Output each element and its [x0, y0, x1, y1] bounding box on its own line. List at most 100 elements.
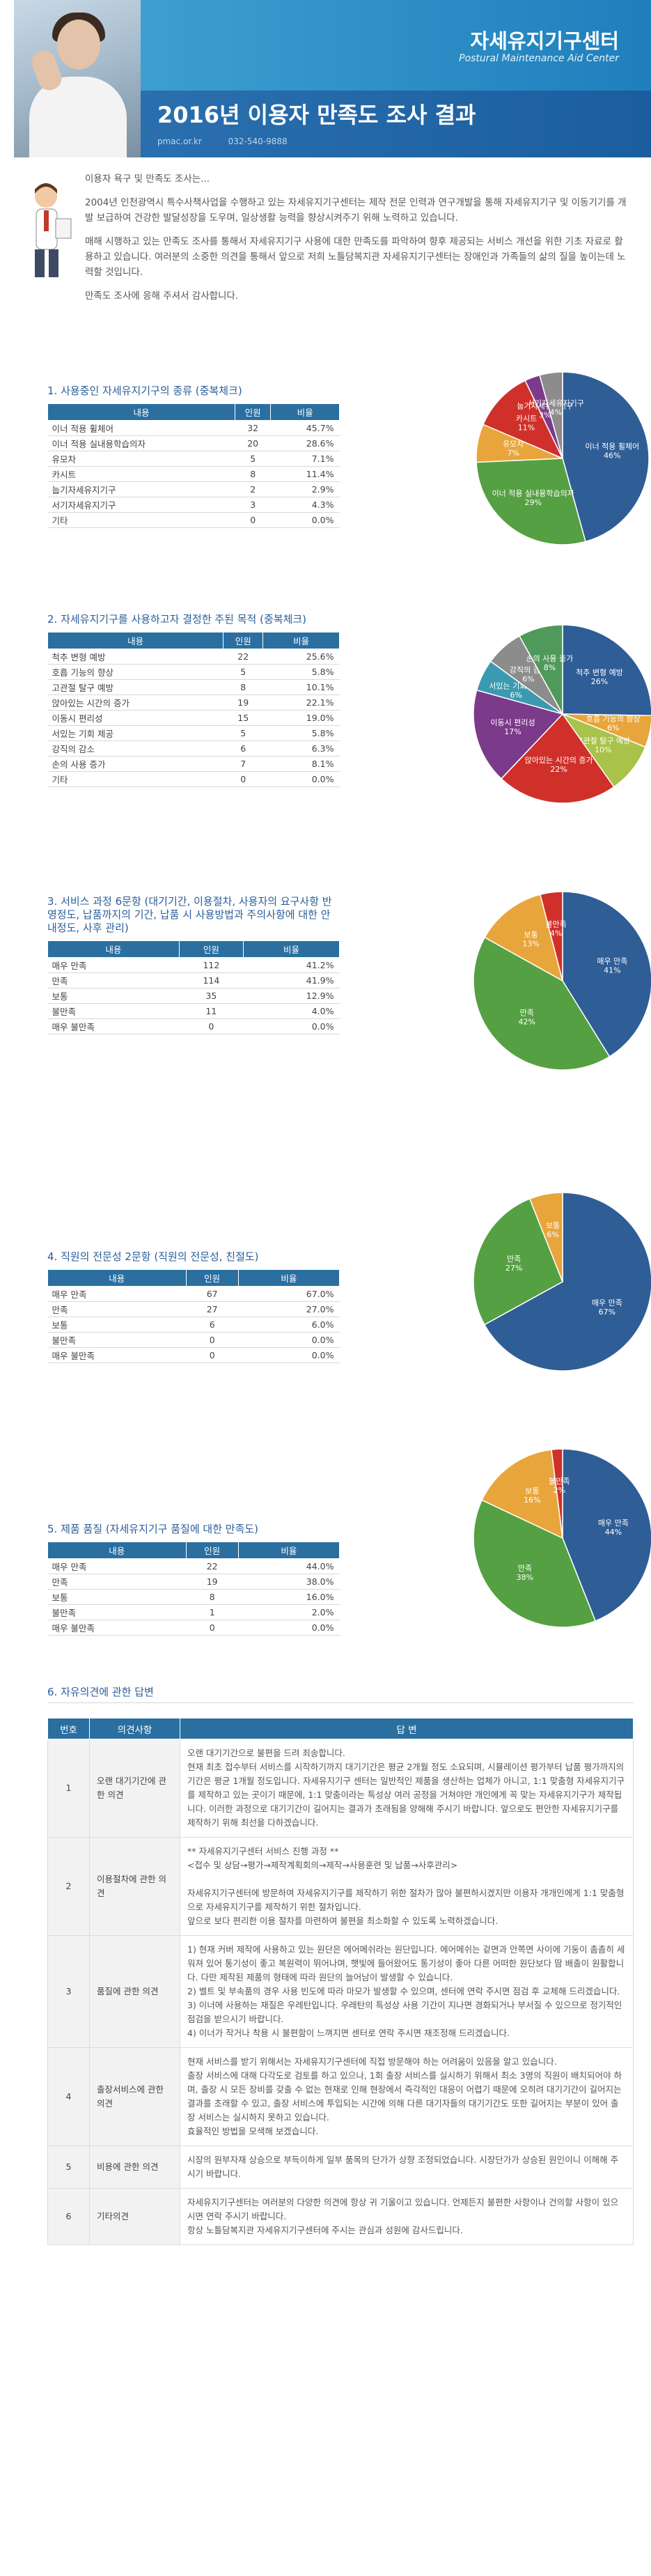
pie-slice — [500, 713, 615, 804]
row-percent: 0.0% — [270, 512, 340, 528]
table-row: 만족 114 41.9% — [47, 972, 340, 988]
table-row: 5 비용에 관한 의견 시장의 원부자재 상승으로 부득이하게 일부 품목의 단가가… — [47, 2146, 634, 2189]
header-photo — [14, 0, 141, 157]
section-title: 2. 자세유지기구를 사용하고자 결정한 주된 목적 (중복체크) — [47, 613, 307, 626]
column-header: 인원 — [178, 940, 244, 958]
table-row: 보통 8 16.0% — [47, 1589, 340, 1605]
row-percent: 6.0% — [238, 1317, 340, 1333]
row-label: 고관절 탈구 예방 — [47, 679, 223, 695]
contact-line: pmac.or.kr 032-540-9888 — [157, 137, 288, 146]
table-row: 고관절 탈구 예방 8 10.1% — [47, 679, 340, 695]
pie-label: 손의 사용 증가 8% — [526, 654, 574, 672]
row-percent: 6.3% — [262, 740, 340, 756]
row-label: 호흡 기능의 향상 — [47, 664, 223, 680]
row-label: 보통 — [47, 988, 180, 1004]
section-title: 1. 사용중인 자세유지기구의 종류 (중복체크) — [47, 385, 242, 397]
survey-table: 내용 인원 비율 이너 적용 휠체어 32 45.7% 이너 적용 실내용학습의자 20 28.… — [47, 403, 340, 528]
pie-slice — [562, 891, 651, 1057]
pie-label: 매우 만족 67% — [592, 1298, 622, 1317]
table-row: 매우 불만족 0 0.0% — [47, 1347, 340, 1363]
row-percent: 2.9% — [270, 481, 340, 497]
row-percent: 4.0% — [243, 1003, 340, 1019]
table-row: 매우 만족 22 44.0% — [47, 1558, 340, 1574]
row-percent: 11.4% — [270, 466, 340, 482]
pie-chart: 매우 만족 41% 만족 42% 보통 13% 불만족 4% — [473, 891, 651, 1071]
row-percent: 16.0% — [238, 1589, 340, 1605]
pie-label: 매우 만족 44% — [598, 1519, 629, 1537]
row-count: 0 — [179, 1018, 244, 1034]
row-count: 27 — [186, 1301, 239, 1317]
column-header: 비율 — [270, 403, 340, 421]
pie-label: 보통 6% — [546, 1221, 560, 1239]
table-row: 불만족 1 2.0% — [47, 1604, 340, 1620]
row-label: 눕기자세유지기구 — [47, 481, 235, 497]
opinion-category: 기타의견 — [89, 2188, 180, 2245]
opinion-answer: 오랜 대기기간으로 불편을 드려 죄송합니다. 현재 최초 접수부터 서비스를 … — [180, 1739, 634, 1838]
table-row: 보통 6 6.0% — [47, 1317, 340, 1333]
row-count: 15 — [223, 710, 263, 726]
row-number: 6 — [47, 2188, 90, 2245]
row-percent: 22.1% — [262, 695, 340, 711]
pie-slice — [483, 1192, 651, 1372]
row-count: 1 — [186, 1604, 239, 1620]
row-count: 35 — [179, 988, 244, 1004]
column-header: 내용 — [47, 1269, 187, 1287]
table-row: 유모차 5 7.1% — [47, 451, 340, 467]
row-percent: 0.0% — [238, 1332, 340, 1348]
pie-label: 만족 38% — [517, 1564, 533, 1582]
row-label: 이동시 편리성 — [47, 710, 223, 726]
row-count: 114 — [179, 972, 244, 988]
table-header-row: 내용 인원 비율 — [47, 1542, 340, 1559]
divider — [47, 1702, 634, 1703]
row-number: 5 — [47, 2146, 90, 2189]
pie-chart: 척추 변형 예방 26% 호흡 기능의 향상 6% 고관절 탈구 예방 10% 앉아있는 시… — [473, 624, 651, 804]
pie-slice — [562, 1448, 651, 1622]
row-percent: 41.2% — [243, 957, 340, 973]
row-count: 0 — [186, 1620, 239, 1636]
pie-label: 보통 16% — [524, 1487, 540, 1505]
column-header: 인원 — [223, 632, 264, 649]
row-label: 기타 — [47, 771, 223, 787]
pie-label: 앉아있는 시간의 증가 22% — [525, 756, 593, 774]
table-row: 이너 적용 휠체어 32 45.7% — [47, 420, 340, 436]
survey-table: 내용 인원 비율 매우 만족 22 44.0% 만족 19 38.0% 보통 8 16.0% 불만족 1 2… — [47, 1542, 340, 1636]
row-count: 22 — [186, 1558, 239, 1574]
column-header: 인원 — [185, 1542, 239, 1559]
pie-label: 호흡 기능의 향상 6% — [586, 714, 641, 733]
mascot-illustration — [35, 183, 72, 277]
opinion-category: 오랜 대기기간에 관한 의견 — [89, 1739, 180, 1838]
table-header-row: 내용 인원 비율 — [47, 632, 340, 649]
row-number: 4 — [47, 2047, 90, 2146]
opinion-answer: 시장의 원부자재 상승으로 부득이하게 일부 품목의 단가가 상향 조정되었습니… — [180, 2146, 634, 2189]
table-header-row: 내용 인원 비율 — [47, 940, 340, 958]
row-count: 112 — [179, 957, 244, 973]
pie-slice — [476, 458, 586, 545]
row-count: 8 — [235, 466, 271, 482]
pie-label: 서기자세유지기구 4% — [528, 399, 584, 417]
row-percent: 0.0% — [243, 1018, 340, 1034]
row-label: 매우 만족 — [47, 1558, 186, 1574]
row-percent: 5.8% — [262, 664, 340, 680]
header-title-band — [141, 91, 651, 157]
intro-text: 이용자 욕구 및 만족도 조사는... 2004년 인천광역시 특수사책사업을 … — [85, 171, 628, 312]
row-percent: 2.0% — [238, 1604, 340, 1620]
pie-label: 만족 27% — [505, 1255, 522, 1273]
row-count: 5 — [235, 451, 271, 467]
table-row: 2 이용절차에 관한 의견 ** 자세유지기구센터 서비스 진행 과정 ** <접수… — [47, 1837, 634, 1936]
row-percent: 7.1% — [270, 451, 340, 467]
row-count: 8 — [223, 679, 263, 695]
column-header: 내용 — [47, 1542, 187, 1559]
pie-slice — [562, 624, 651, 717]
table-row: 매우 불만족 0 0.0% — [47, 1620, 340, 1636]
site-url[interactable]: pmac.or.kr — [157, 137, 202, 146]
row-percent: 4.3% — [270, 497, 340, 513]
page-title: 2016년 이용자 만족도 조사 결과 — [157, 102, 476, 128]
column-header: 인원 — [235, 403, 272, 421]
row-label: 매우 만족 — [47, 1286, 186, 1302]
row-label: 매우 불만족 — [47, 1347, 186, 1363]
pie-label: 보통 13% — [522, 930, 539, 948]
pie-slice — [518, 624, 563, 716]
survey-table: 내용 인원 비율 매우 만족 67 67.0% 만족 27 27.0% 보통 6 6.0% 불만족 0 0.… — [47, 1269, 340, 1363]
pie-label: 유모차 7% — [503, 440, 524, 458]
pie-label: 이동시 편리성 17% — [490, 718, 535, 736]
